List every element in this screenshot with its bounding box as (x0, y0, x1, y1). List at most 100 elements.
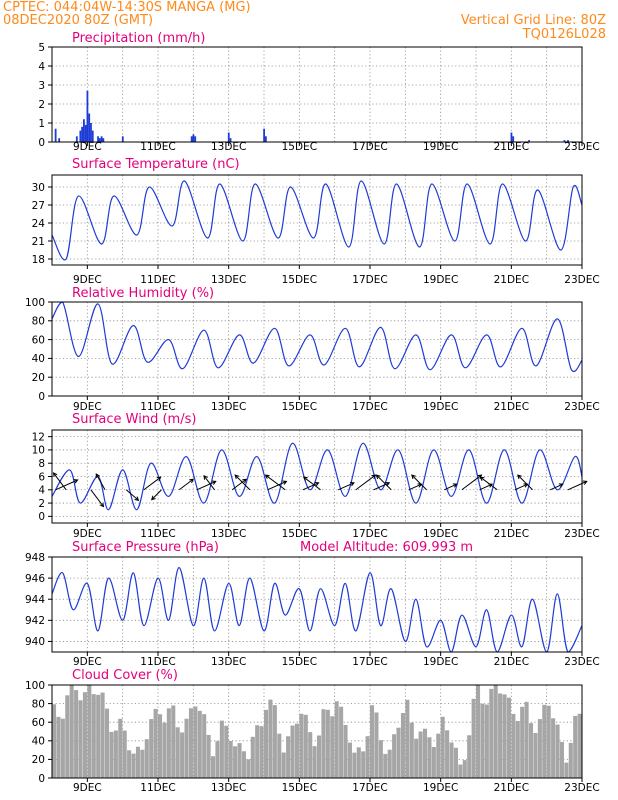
cloud-cover-bar (105, 708, 110, 778)
cloud-cover-bar (60, 718, 65, 778)
precipitation-ytick-label: 5 (38, 42, 45, 54)
wind-arrow (267, 480, 287, 491)
temperature-series-line (51, 180, 583, 261)
wind-ytick-label: 0 (38, 511, 45, 523)
cloud-cover-bar (343, 724, 348, 778)
cloud-cover-xtick-label: 21DEC (494, 782, 529, 794)
wind-arrow-head (385, 481, 391, 487)
precipitation-bar (75, 136, 78, 142)
cloud-cover-bar (462, 760, 467, 778)
cloud-cover-bar (122, 730, 127, 778)
cloud-cover-bar (537, 719, 542, 778)
precipitation-bar (58, 138, 61, 142)
pressure-ytick-label: 944 (25, 594, 45, 606)
cloud-cover-frame (51, 684, 583, 779)
header-grid-point: TQ0126L028 (522, 27, 606, 42)
wind-frame (51, 429, 583, 524)
humidity-ytick-label: 20 (32, 372, 45, 384)
cloud-cover-bar (127, 750, 132, 778)
humidity-title: Relative Humidity (%) (72, 286, 214, 301)
cloud-cover-bar (555, 724, 560, 778)
cloud-cover-bar (370, 705, 375, 778)
wind-title: Surface Wind (m/s) (72, 412, 196, 427)
pressure-series-line (51, 566, 583, 653)
precipitation-bar (227, 132, 230, 142)
wind-arrow (514, 483, 528, 491)
wind-arrow-head (452, 483, 458, 488)
wind-arrow (203, 475, 215, 491)
wind-arrow (196, 480, 216, 491)
cloud-cover-bar (149, 719, 154, 778)
precipitation-bar (567, 140, 569, 142)
cloud-cover-bar (131, 753, 136, 778)
cloud-cover-bar (524, 701, 529, 778)
cloud-cover-bar (255, 725, 260, 778)
header-location: CPTEC: 044:04W-14:30S MANGA (MG) (3, 0, 251, 15)
precipitation-panel: 0 1 2 3 4 5 9DEC 11DEC 13DEC 15DEC 17DEC 19DEC 21DEC… (38, 31, 599, 153)
wind-arrow-head (203, 474, 208, 480)
wind-arrow-head (211, 480, 217, 485)
cloud-cover-bar (471, 698, 476, 778)
wind-arrow-head (264, 474, 270, 479)
cloud-cover-bar (82, 692, 87, 778)
cloud-cover-ytick-label: 60 (32, 717, 45, 729)
cloud-cover-bar (405, 699, 410, 778)
pressure-xtick-label: 17DEC (352, 656, 387, 668)
wind-arrow-head (242, 478, 248, 484)
cloud-cover-bar (542, 704, 547, 778)
wind-ytick-label: 10 (32, 445, 45, 457)
wind-arrow-head (411, 474, 416, 480)
cloud-cover-bar (339, 706, 344, 778)
precipitation-ytick-label: 3 (38, 80, 45, 92)
model-altitude-label: Model Altitude: 609.993 m (300, 540, 473, 555)
wind-arrow (55, 479, 78, 491)
wind-arrow-head (150, 495, 156, 501)
cloud-cover-bar (312, 746, 317, 778)
cloud-cover-bar (250, 736, 255, 778)
wind-arrow (373, 482, 390, 491)
cloud-cover-bar (546, 705, 551, 778)
cloud-cover-bar (56, 716, 61, 778)
pressure-frame (51, 556, 583, 653)
precipitation-bar (88, 113, 91, 142)
wind-arrow (549, 483, 564, 491)
temperature-ytick-label: 21 (32, 236, 45, 248)
cloud-cover-bar (418, 731, 423, 778)
wind-arrow-head (189, 478, 195, 484)
wind-arrow (125, 489, 139, 501)
temperature-xtick-label: 23DEC (564, 274, 599, 286)
precipitation-bar (264, 136, 267, 142)
cloud-cover-bar (476, 685, 481, 778)
humidity-xtick-label: 19DEC (423, 401, 458, 413)
humidity-ytick-label: 40 (32, 353, 45, 365)
cloud-cover-bar (166, 708, 171, 778)
cloud-cover-bar (69, 685, 74, 778)
cloud-cover-xtick-label: 9DEC (73, 782, 102, 794)
temperature-ytick-label: 18 (32, 254, 45, 266)
wind-arrow-head (99, 502, 105, 508)
precipitation-bar (512, 136, 515, 142)
pressure-ytick-label: 942 (25, 615, 45, 627)
precipitation-bar (563, 140, 566, 142)
cloud-cover-bar (259, 726, 264, 778)
cloud-cover-bar (400, 712, 405, 778)
cloud-cover-bar (506, 697, 511, 778)
precipitation-ytick-label: 0 (38, 137, 45, 149)
cloud-cover-bar (74, 690, 79, 778)
wind-arrow (234, 474, 251, 491)
precipitation-xtick-label: 15DEC (282, 141, 317, 153)
wind-ytick-label: 6 (38, 471, 45, 483)
wind-arrow-head (558, 483, 564, 488)
cloud-cover-bar (427, 737, 432, 778)
wind-arrow (337, 482, 355, 491)
humidity-ytick-label: 0 (38, 391, 45, 403)
temperature-ytick-label: 30 (32, 182, 45, 194)
cloud-cover-bar (294, 723, 299, 778)
cloud-cover-bar (449, 742, 454, 778)
precipitation-bar (98, 138, 101, 142)
temperature-xtick-label: 13DEC (211, 274, 246, 286)
cloud-cover-title: Cloud Cover (%) (72, 668, 178, 683)
wind-arrow-head (282, 480, 288, 485)
precipitation-bar (90, 123, 92, 142)
